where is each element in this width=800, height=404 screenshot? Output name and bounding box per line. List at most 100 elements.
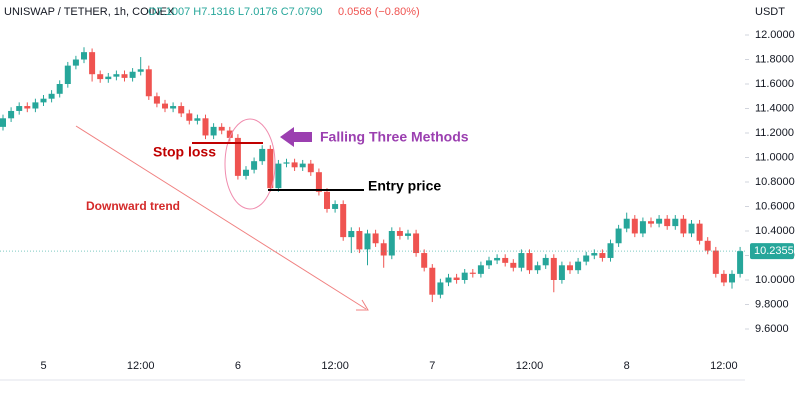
candle-body bbox=[81, 52, 87, 60]
pattern-label: Falling Three Methods bbox=[320, 129, 469, 145]
candle-body bbox=[170, 106, 177, 109]
candle-body bbox=[299, 163, 306, 168]
candle-body bbox=[680, 218, 687, 234]
candle-body bbox=[729, 273, 735, 283]
x-tick-label: 12:00 bbox=[710, 360, 738, 372]
candle-body bbox=[631, 218, 638, 234]
candle-body bbox=[737, 251, 744, 274]
candle-body bbox=[186, 113, 193, 121]
candle-body bbox=[672, 218, 679, 227]
candle-body bbox=[202, 118, 209, 136]
candle-body bbox=[461, 272, 468, 280]
entry-label: Entry price bbox=[368, 178, 441, 194]
candle-body bbox=[526, 253, 533, 271]
candle-body bbox=[129, 71, 136, 78]
candle-body bbox=[429, 267, 436, 295]
candle-body bbox=[388, 231, 395, 256]
y-tick-label: 10.0000 bbox=[755, 274, 795, 286]
candle-body bbox=[615, 228, 622, 244]
candle-body bbox=[510, 262, 517, 268]
last-price-label: 10.2355 bbox=[754, 245, 794, 257]
candle-body bbox=[315, 172, 322, 192]
y-tick-label: 9.8000 bbox=[755, 298, 789, 310]
x-tick-label: 12:00 bbox=[127, 360, 155, 372]
x-tick-label: 12:00 bbox=[321, 360, 349, 372]
candle-body bbox=[542, 257, 549, 266]
trend-arrowhead bbox=[356, 299, 369, 311]
candle-body bbox=[210, 126, 217, 136]
candle-body bbox=[445, 277, 452, 283]
candle-body bbox=[518, 253, 525, 268]
candle-body bbox=[413, 233, 420, 254]
candle-body bbox=[105, 76, 112, 80]
candle-body bbox=[396, 231, 403, 236]
candle-body bbox=[502, 257, 509, 263]
candle-body bbox=[607, 243, 614, 258]
candle-body bbox=[8, 110, 15, 119]
x-tick-label: 12:00 bbox=[516, 360, 544, 372]
candle-body bbox=[567, 265, 573, 271]
y-tick-label: 10.8000 bbox=[755, 176, 795, 188]
candle-body bbox=[558, 265, 565, 280]
candle-body bbox=[591, 253, 598, 256]
candle-body bbox=[364, 233, 371, 250]
chart-title: UNISWAP / TETHER, 1h, COINEX bbox=[4, 6, 175, 18]
candle-body bbox=[575, 261, 582, 271]
candle-body bbox=[40, 98, 47, 103]
candle-body bbox=[372, 233, 379, 244]
trend-label: Downward trend bbox=[86, 199, 180, 213]
candle-body bbox=[72, 59, 79, 66]
candle-body bbox=[251, 161, 258, 170]
candle-body bbox=[453, 277, 460, 280]
candle-body bbox=[332, 204, 339, 209]
candle-body bbox=[97, 74, 104, 80]
pattern-ellipse bbox=[224, 118, 276, 210]
candle-body bbox=[477, 265, 484, 274]
candle-body bbox=[583, 255, 590, 262]
candle-body bbox=[324, 191, 330, 209]
candle-body bbox=[291, 162, 298, 168]
candle-body bbox=[121, 74, 128, 78]
candle-body bbox=[696, 223, 703, 241]
candle-body bbox=[550, 257, 557, 280]
candle-body bbox=[656, 218, 663, 224]
candle-body bbox=[421, 253, 428, 268]
y-tick-label: 11.2000 bbox=[755, 127, 794, 139]
candle-body bbox=[0, 118, 6, 127]
candle-body bbox=[48, 93, 55, 99]
y-tick-label: 11.8000 bbox=[755, 53, 794, 65]
change-readout: 0.0568 (−0.80%) bbox=[338, 6, 420, 18]
y-tick-label: 10.4000 bbox=[755, 225, 795, 237]
candle-body bbox=[469, 272, 476, 274]
y-tick-label: 11.0000 bbox=[755, 151, 794, 163]
x-tick-label: 7 bbox=[429, 360, 435, 372]
candle-body bbox=[405, 233, 411, 236]
candle-body bbox=[162, 103, 168, 109]
stop-loss-label: Stop loss bbox=[153, 144, 216, 160]
candle-body bbox=[226, 130, 233, 138]
candle-body bbox=[348, 231, 355, 238]
x-tick-label: 8 bbox=[624, 360, 630, 372]
x-tick-label: 5 bbox=[40, 360, 46, 372]
candle-body bbox=[56, 84, 63, 94]
candle-body bbox=[283, 162, 290, 164]
trend-line bbox=[75, 125, 367, 310]
candle-body bbox=[599, 253, 606, 258]
candle-body bbox=[16, 106, 23, 111]
candle-body bbox=[704, 240, 711, 251]
candle-body bbox=[639, 221, 646, 234]
y-tick-label: 11.6000 bbox=[755, 78, 794, 90]
pattern-arrow bbox=[280, 127, 312, 147]
candle-body bbox=[437, 282, 444, 295]
ohlc-readout: O7.1007 H7.1316 L7.0176 C7.0790 bbox=[148, 6, 322, 18]
candle-body bbox=[340, 204, 347, 238]
candle-body bbox=[623, 218, 630, 229]
candle-body bbox=[534, 265, 541, 271]
candle-body bbox=[720, 273, 727, 283]
candle-body bbox=[259, 148, 266, 162]
candle-body bbox=[648, 221, 654, 224]
candle-body bbox=[380, 243, 387, 256]
candle-body bbox=[307, 163, 314, 173]
